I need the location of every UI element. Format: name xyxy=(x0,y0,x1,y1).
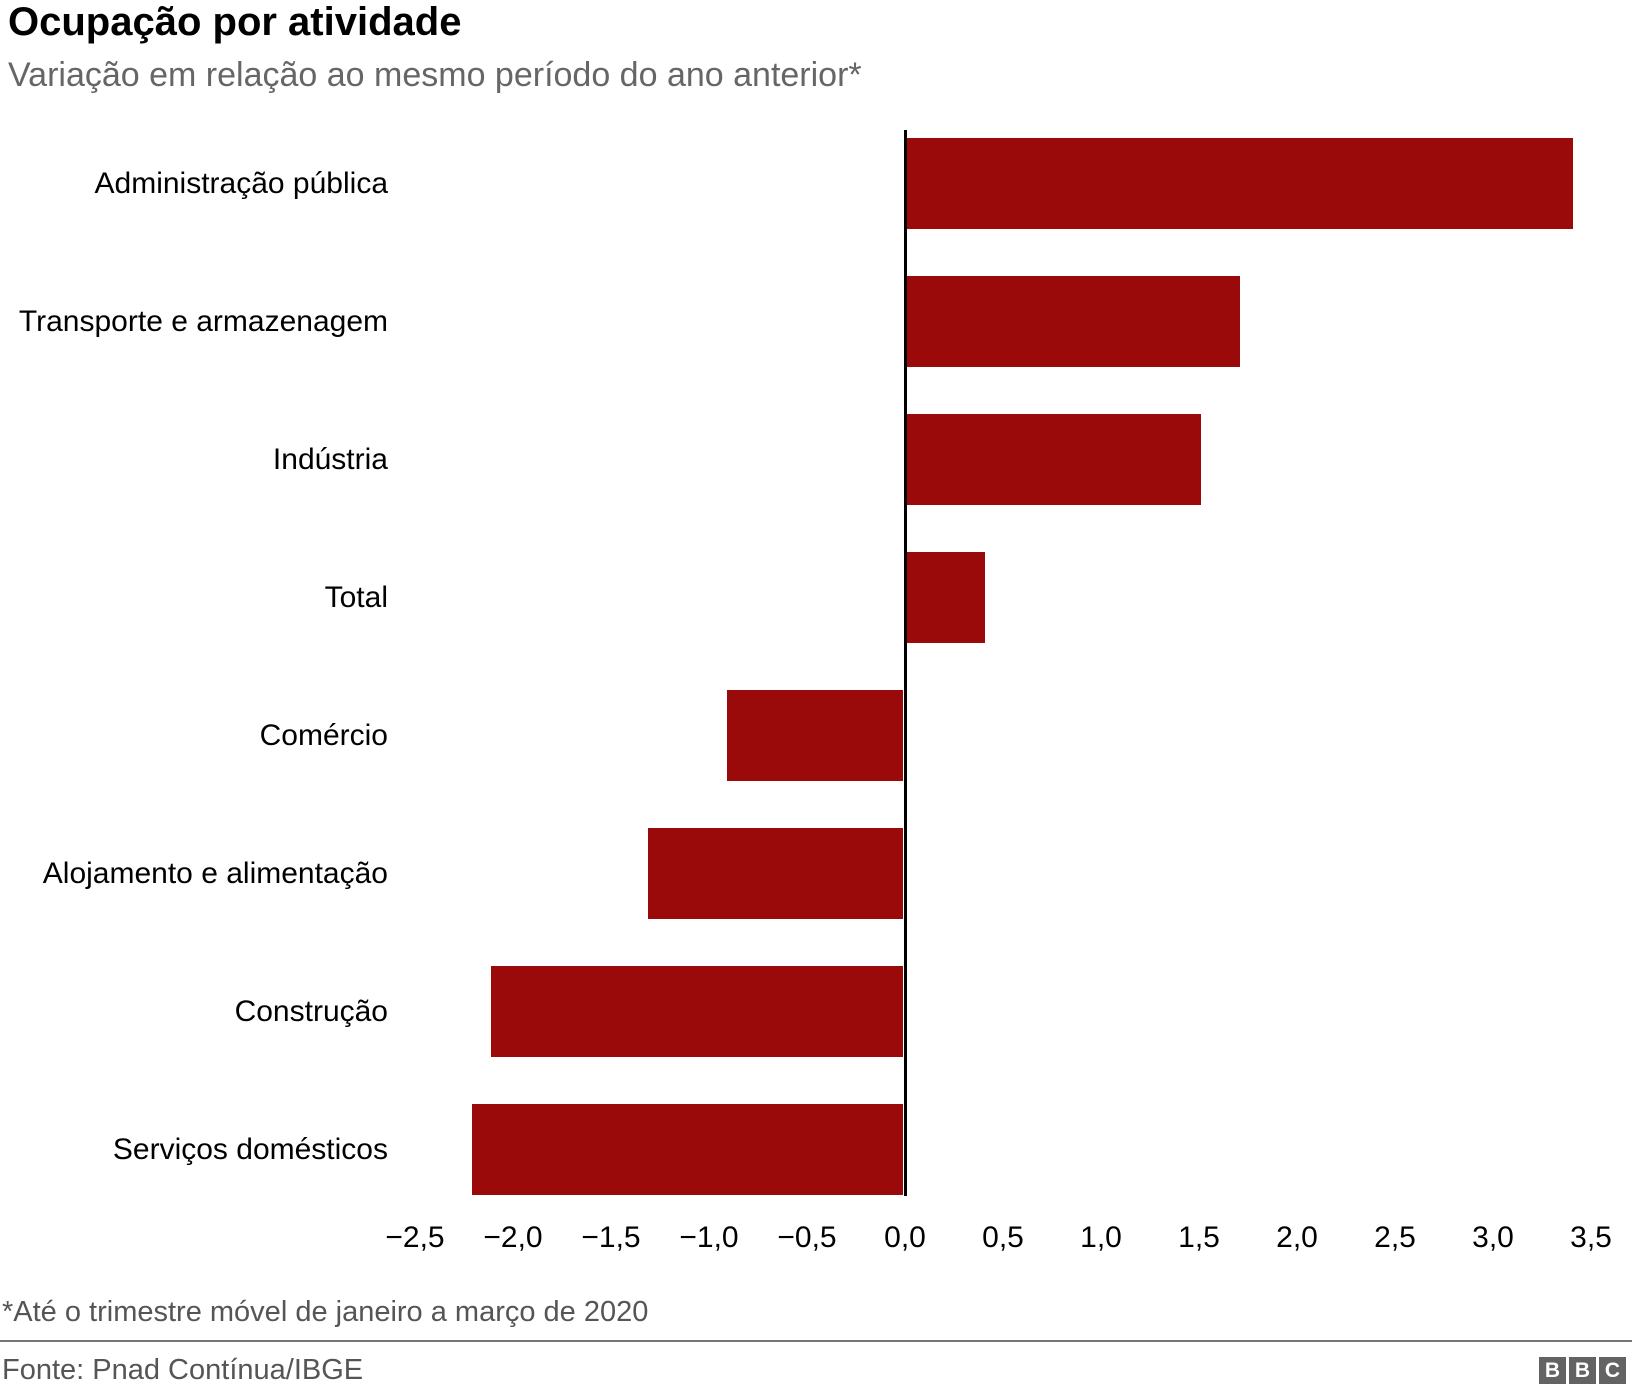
page-title: Ocupação por atividade xyxy=(8,0,462,44)
x-tick-label: −0,5 xyxy=(777,1221,837,1254)
bar xyxy=(471,1104,903,1195)
x-tick-label: −2,5 xyxy=(385,1221,445,1254)
category-label: Administração pública xyxy=(94,166,388,200)
category-label: Construção xyxy=(234,994,388,1028)
x-tick-label: 2,0 xyxy=(1276,1221,1318,1254)
category-label: Transporte e armazenagem xyxy=(18,304,388,338)
category-label: Indústria xyxy=(272,442,388,476)
bar xyxy=(648,828,903,919)
source-text: Fonte: Pnad Contínua/IBGE xyxy=(2,1354,364,1386)
x-tick-label: 0,0 xyxy=(884,1221,926,1254)
category-label: Serviços domésticos xyxy=(112,1132,388,1166)
x-tick-label: −2,0 xyxy=(483,1221,543,1254)
x-tick-label: 3,5 xyxy=(1570,1221,1612,1254)
divider xyxy=(0,1340,1632,1342)
bar xyxy=(907,276,1241,367)
x-tick-label: 0,5 xyxy=(982,1221,1024,1254)
x-tick-label: −1,5 xyxy=(581,1221,641,1254)
x-tick-label: 1,0 xyxy=(1080,1221,1122,1254)
bar xyxy=(907,138,1574,229)
bar xyxy=(726,690,903,781)
category-label: Comércio xyxy=(259,718,388,752)
bbc-logo-letter: B xyxy=(1539,1357,1566,1384)
footnote: *Até o trimestre móvel de janeiro a març… xyxy=(2,1296,649,1328)
bar xyxy=(491,966,903,1057)
category-label: Alojamento e alimentação xyxy=(42,856,388,890)
zero-axis-line xyxy=(904,130,907,1196)
bbc-logo: B B C xyxy=(1539,1357,1626,1384)
bbc-logo-letter: C xyxy=(1599,1357,1626,1384)
chart-subtitle: Variação em relação ao mesmo período do … xyxy=(8,56,862,94)
x-tick-label: 3,0 xyxy=(1472,1221,1514,1254)
x-tick-label: −1,0 xyxy=(679,1221,739,1254)
category-label: Total xyxy=(324,580,388,614)
bbc-logo-letter: B xyxy=(1569,1357,1596,1384)
x-tick-label: 2,5 xyxy=(1374,1221,1416,1254)
bar xyxy=(907,552,986,643)
bar xyxy=(907,414,1201,505)
x-tick-label: 1,5 xyxy=(1178,1221,1220,1254)
